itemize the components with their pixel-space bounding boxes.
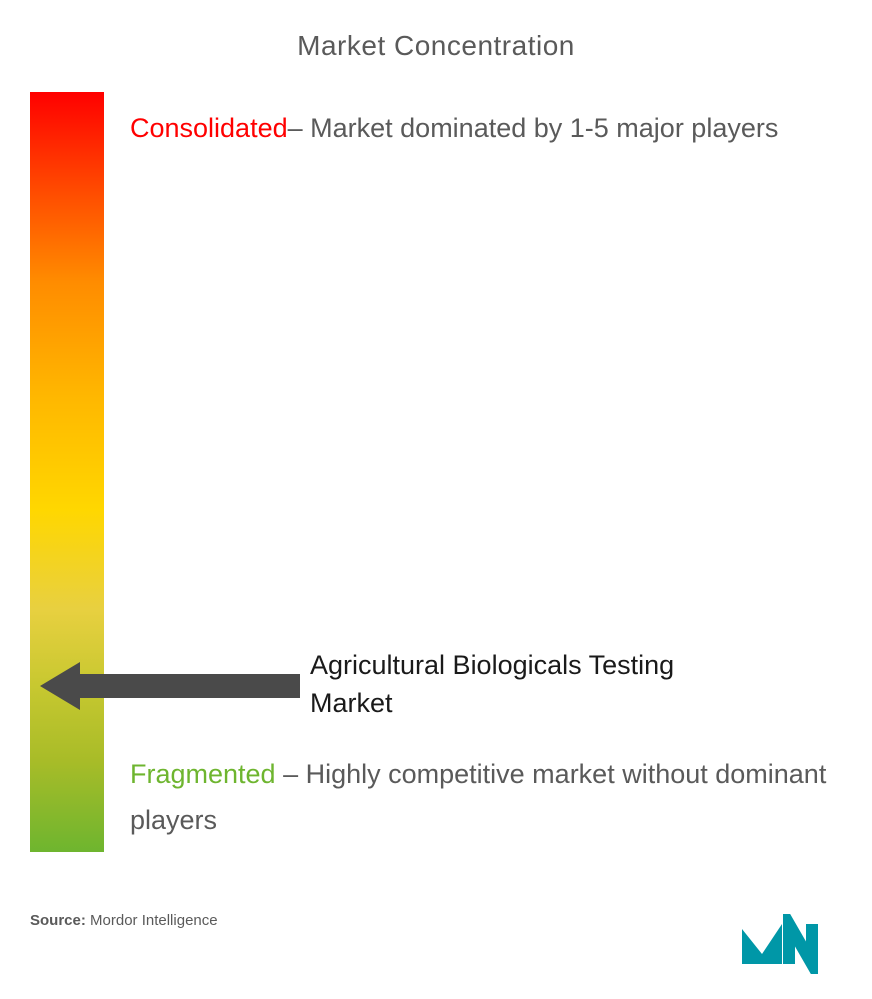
consolidated-description: Consolidated– Market dominated by 1-5 ma…	[130, 107, 778, 150]
chart-title: Market Concentration	[30, 30, 842, 62]
marker-label: Agricultural Biologicals Testing Market	[310, 647, 760, 723]
content-area: Consolidated– Market dominated by 1-5 ma…	[30, 92, 842, 872]
concentration-gradient-bar	[30, 92, 104, 852]
company-logo-icon	[737, 914, 847, 974]
fragmented-label: Fragmented	[130, 759, 276, 789]
source-label: Source:	[30, 912, 86, 929]
fragmented-description: Fragmented – Highly competitive market w…	[130, 752, 842, 844]
marker-arrow-icon	[40, 662, 300, 710]
consolidated-text-body: – Market dominated by 1-5 major players	[288, 113, 779, 143]
consolidated-label: Consolidated	[130, 113, 288, 143]
source-value: Mordor Intelligence	[86, 912, 218, 929]
source-attribution: Source: Mordor Intelligence	[30, 912, 218, 929]
